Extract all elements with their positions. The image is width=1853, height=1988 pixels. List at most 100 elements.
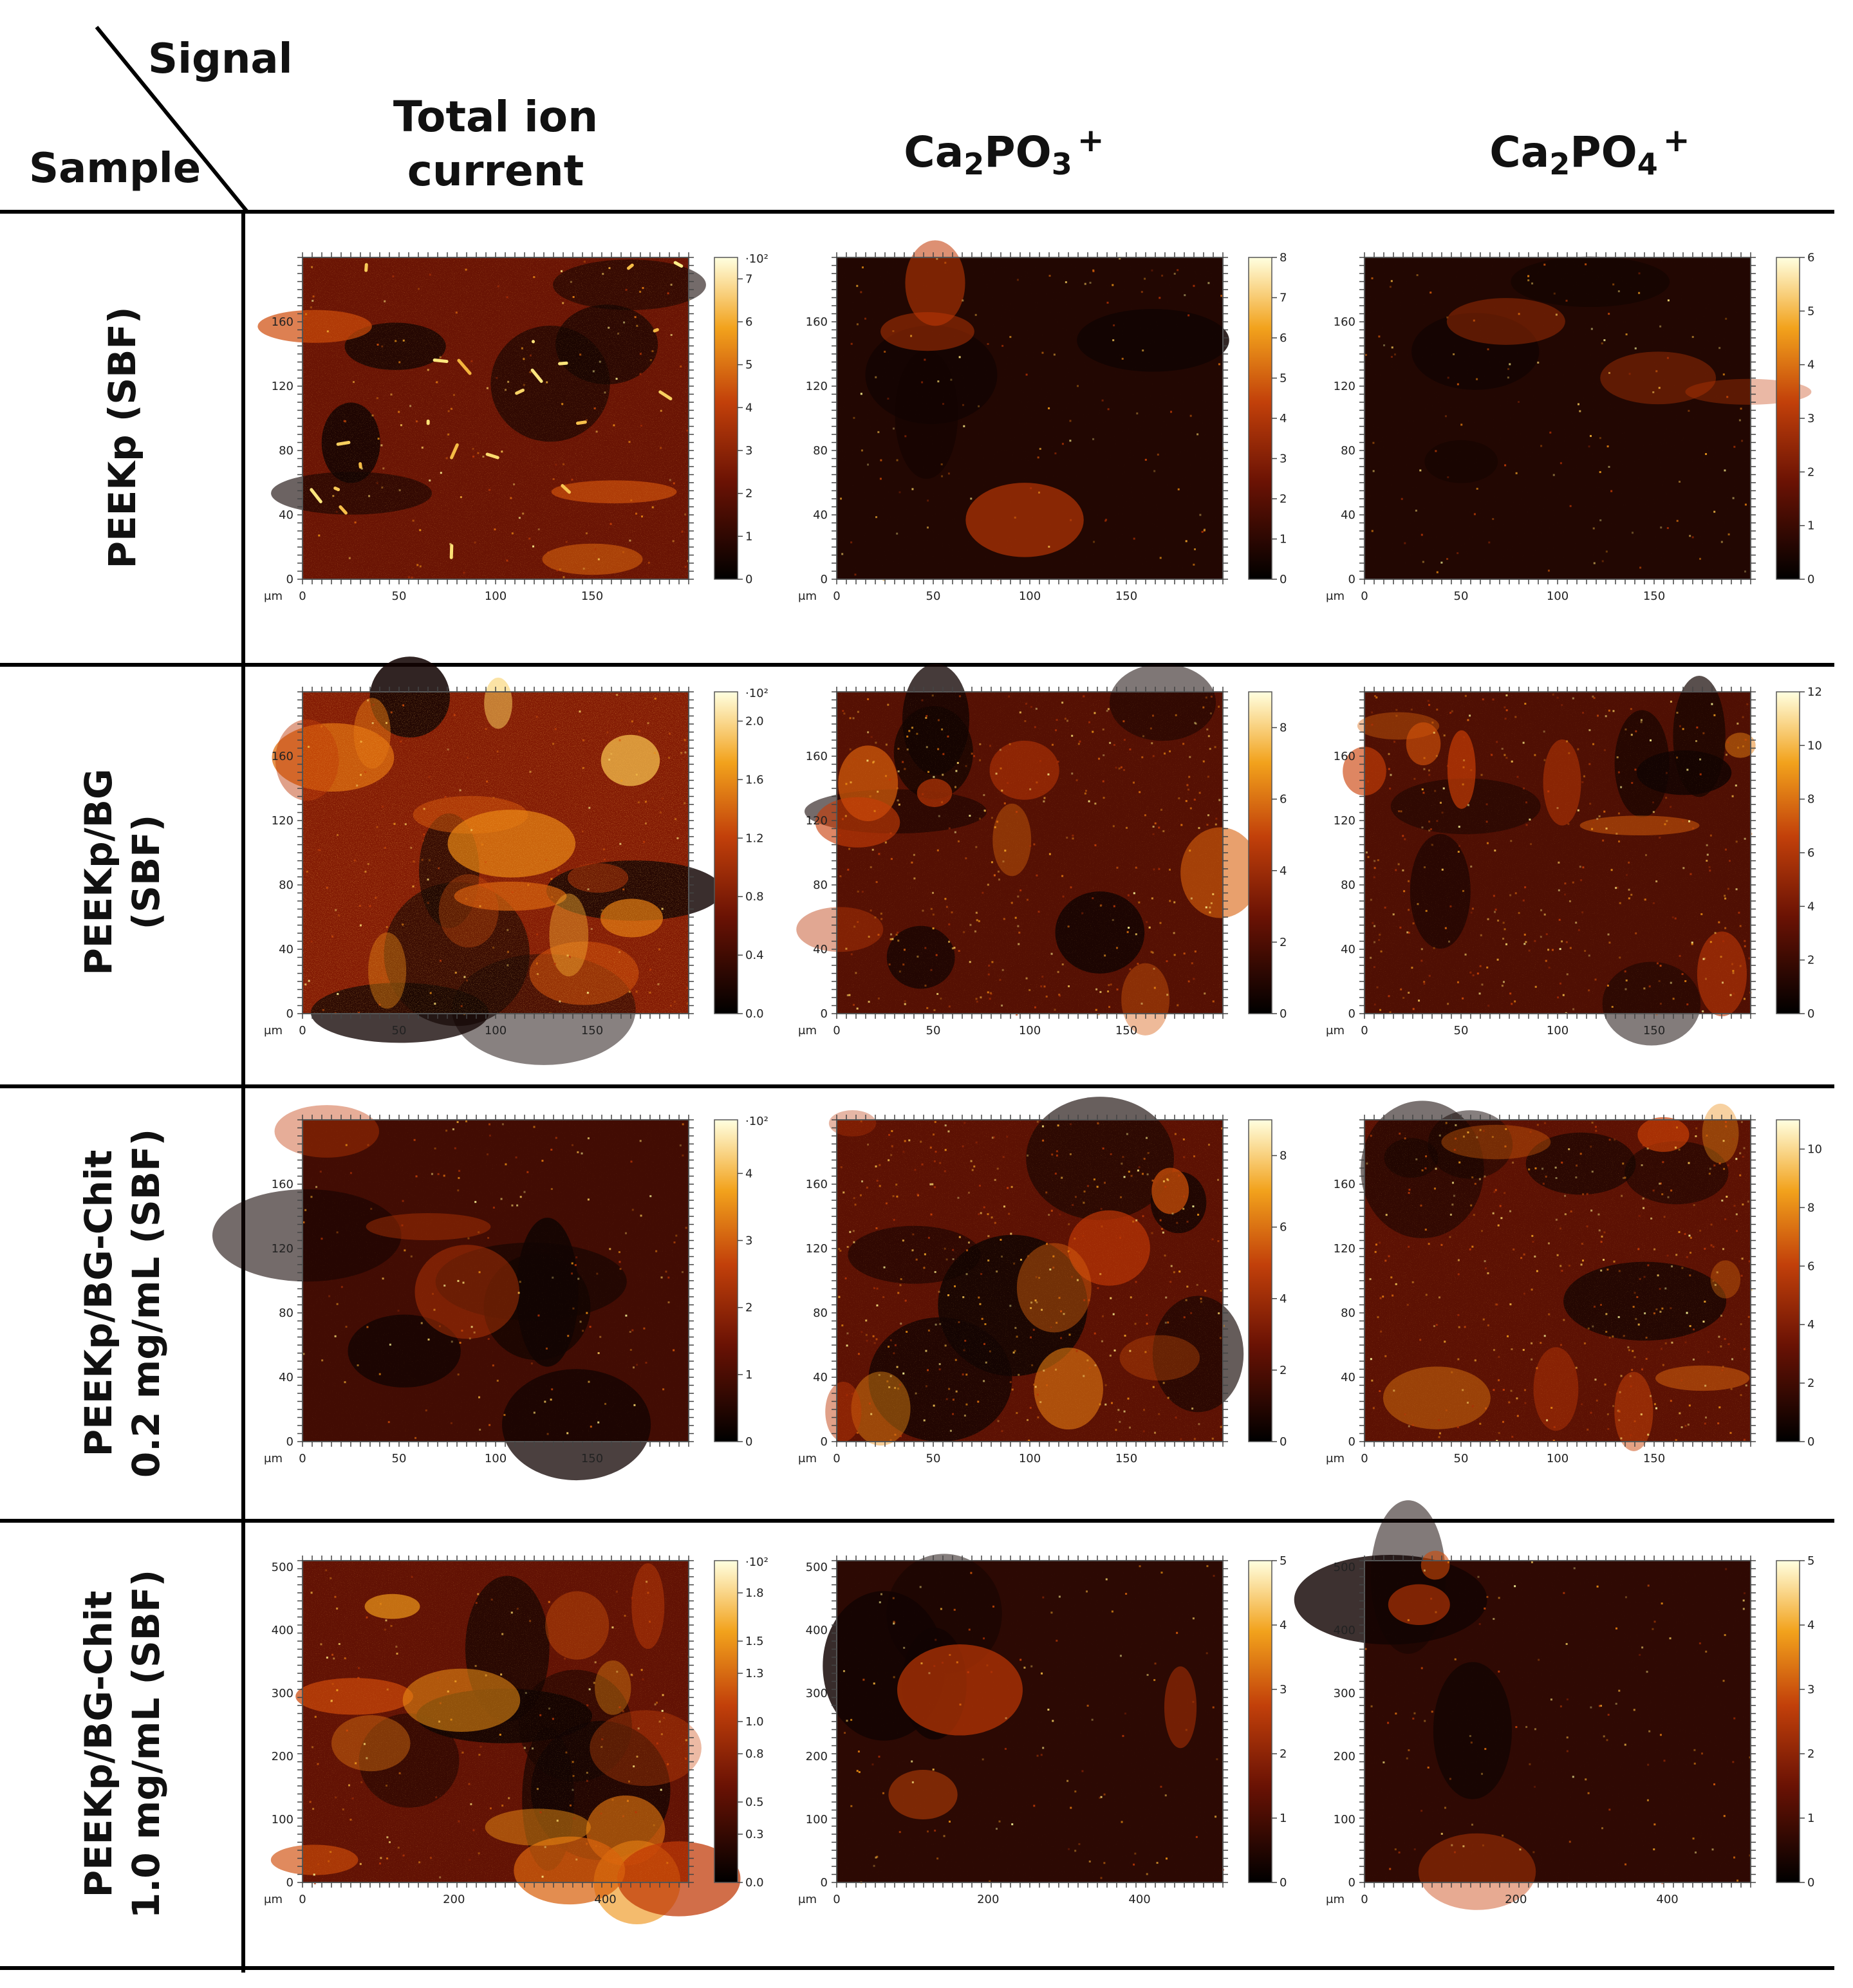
y-tick-label: 40 (813, 943, 828, 956)
x-tick-label: 150 (1643, 590, 1665, 603)
colorbar-tick-label: 2 (1807, 954, 1814, 967)
x-tick-label: 150 (581, 1024, 603, 1037)
ion-map-image (257, 257, 706, 579)
x-tick-label: 50 (1454, 1452, 1469, 1465)
colorbar-tick-label: 4 (1807, 900, 1814, 913)
colorbar-tick-label: 7 (745, 272, 752, 286)
y-tick-label: 80 (279, 1306, 293, 1320)
row-label-peekp-bg-chit-0-2: PEEKp/BG-Chit 0.2 mg/mL (SBF) (77, 1128, 168, 1478)
x-tick-label: 0 (299, 1452, 306, 1465)
ion-map-image (270, 1561, 741, 1924)
y-tick-label: 80 (813, 878, 828, 892)
colorbar-tick-label: 3 (1807, 412, 1814, 425)
x-tick-label: 400 (1128, 1893, 1150, 1906)
x-tick-label: 100 (1547, 1452, 1569, 1465)
x-tick-label: 150 (1643, 1452, 1665, 1465)
colorbar-tick-label: 4 (1807, 1318, 1814, 1332)
x-tick-label: 100 (1547, 1024, 1569, 1037)
colorbar (1248, 257, 1272, 580)
y-tick-label: 40 (813, 1371, 828, 1384)
y-tick-label: 0 (821, 1876, 828, 1890)
colorbar-tick-label: 1 (745, 1368, 752, 1382)
colorbar-tick-label: 1.8 (745, 1586, 764, 1600)
y-tick-label: 40 (1341, 508, 1355, 522)
y-tick-label: 500 (806, 1561, 828, 1574)
colorbar (1776, 257, 1800, 580)
map-panel: 0 50 100 150 0 40 80 120 160 μm 0 2 4 6 8 10 (1326, 1101, 1853, 1500)
x-tick-label: 0 (833, 1452, 840, 1465)
map-panel: 0 50 100 150 0 40 80 120 160 μm 0 2 4 6 8 (796, 664, 1326, 1072)
y-tick-label: 80 (1341, 444, 1355, 458)
colorbar-tick-label: 3 (745, 444, 752, 458)
ion-map-image (1361, 1101, 1753, 1451)
colorbar-tick-label: 8 (1807, 793, 1814, 806)
x-tick-label: 100 (1019, 590, 1041, 603)
colorbar-tick-label: 4 (1280, 1292, 1287, 1306)
colorbar-tick-label: 0 (1280, 1007, 1287, 1021)
map-panel: 0 50 100 150 0 40 80 120 160 μm 0 1 2 3 4 5 6 7 8 (798, 240, 1326, 637)
y-tick-label: 500 (272, 1561, 293, 1574)
colorbar (1248, 691, 1272, 1014)
x-tick-label: 200 (977, 1893, 999, 1906)
colorbar-tick-label: 0 (745, 573, 752, 586)
x-tick-label: 150 (1643, 1024, 1665, 1037)
map-panel: 0 50 100 150 0 40 80 120 160 μm 0 1 2 3 4·10² (212, 1105, 792, 1500)
map-panel: 0 200 400 0 100 200 300 400 500 μm 0 1 2 3 4 5 (1294, 1500, 1853, 1940)
colorbar (1776, 1119, 1800, 1442)
x-tick-label: 100 (485, 1024, 507, 1037)
x-tick-label: 200 (443, 1893, 465, 1906)
axis-unit-label: μm (1326, 1024, 1345, 1037)
y-tick-label: 80 (279, 878, 293, 892)
colorbar-tick-label: 0 (1807, 1007, 1814, 1021)
y-tick-label: 0 (821, 1007, 828, 1021)
colorbar-tick-label: 8 (1280, 1149, 1287, 1163)
y-tick-label: 120 (806, 814, 828, 828)
colorbar-tick-label: 1.2 (745, 831, 764, 845)
colorbar-tick-label: 0 (745, 1435, 752, 1449)
y-tick-label: 0 (1348, 1876, 1355, 1890)
axis-unit-label: μm (798, 1452, 817, 1465)
colorbar-tick-label: 4 (1807, 358, 1814, 372)
y-tick-label: 40 (813, 508, 828, 522)
x-tick-label: 400 (1656, 1893, 1678, 1906)
y-tick-label: 80 (1341, 1306, 1355, 1320)
map-panel: 0 200 400 0 100 200 300 400 500 μm 0.0 0.3 0.5 0.8 1.0… (264, 1556, 792, 1940)
colorbar-tick-label: 8 (1807, 1201, 1814, 1214)
axis-unit-label: μm (1326, 1893, 1345, 1906)
colorbar (1776, 1560, 1800, 1883)
y-tick-label: 160 (806, 1178, 828, 1191)
ion-map-svg: 0 200 400 0 100 200 300 400 500 μm 0.0 0.3 0.5 0.8 1.0… (264, 1556, 768, 1924)
y-tick-label: 120 (272, 1242, 293, 1256)
ion-map-svg: 0 200 400 0 100 200 300 400 500 μm 0 1 2 3 4 5 (798, 1554, 1287, 1906)
y-tick-label: 100 (806, 1813, 828, 1826)
x-tick-label: 0 (833, 590, 840, 603)
x-tick-label: 50 (926, 590, 941, 603)
x-tick-label: 0 (299, 590, 306, 603)
bottom-rule (0, 1966, 1834, 1970)
x-tick-label: 0 (299, 1893, 306, 1906)
y-tick-label: 0 (286, 1007, 293, 1021)
x-tick-label: 50 (1454, 1024, 1469, 1037)
ion-map-svg: 0 50 100 150 0 40 80 120 160 μm 0.0 0.4 0.8 1.2 1.6 2.0… (264, 656, 768, 1065)
map-panel: 0 50 100 150 0 40 80 120 160 μm 0 2 4 6 8 (798, 1097, 1326, 1500)
y-tick-label: 120 (1334, 814, 1355, 828)
x-tick-label: 50 (392, 1024, 407, 1037)
y-tick-label: 120 (806, 1242, 828, 1256)
colorbar-tick-label: 5 (1280, 1554, 1287, 1568)
map-panel: 0 50 100 150 0 40 80 120 160 μm 0.0 0.4 0.8 1.2 1.6 2.0… (264, 656, 792, 1072)
x-tick-label: 0 (1361, 590, 1368, 603)
x-tick-label: 50 (1454, 590, 1469, 603)
colorbar-tick-label: 3 (1807, 1683, 1814, 1696)
y-tick-label: 0 (286, 1876, 293, 1890)
y-tick-label: 160 (272, 315, 293, 329)
colorbar-tick-label: 2 (1280, 492, 1287, 506)
colorbar (714, 1560, 738, 1883)
colorbar-scale-label: ·10² (745, 1115, 768, 1128)
x-tick-label: 200 (1505, 1893, 1527, 1906)
y-tick-label: 80 (813, 1306, 828, 1320)
ion-map-image (272, 656, 723, 1065)
colorbar-tick-label: 2 (1807, 1747, 1814, 1761)
x-tick-label: 150 (581, 1452, 603, 1465)
map-panel: 0 200 400 0 100 200 300 400 500 μm 0 1 2 3 4 5 (798, 1554, 1326, 1940)
